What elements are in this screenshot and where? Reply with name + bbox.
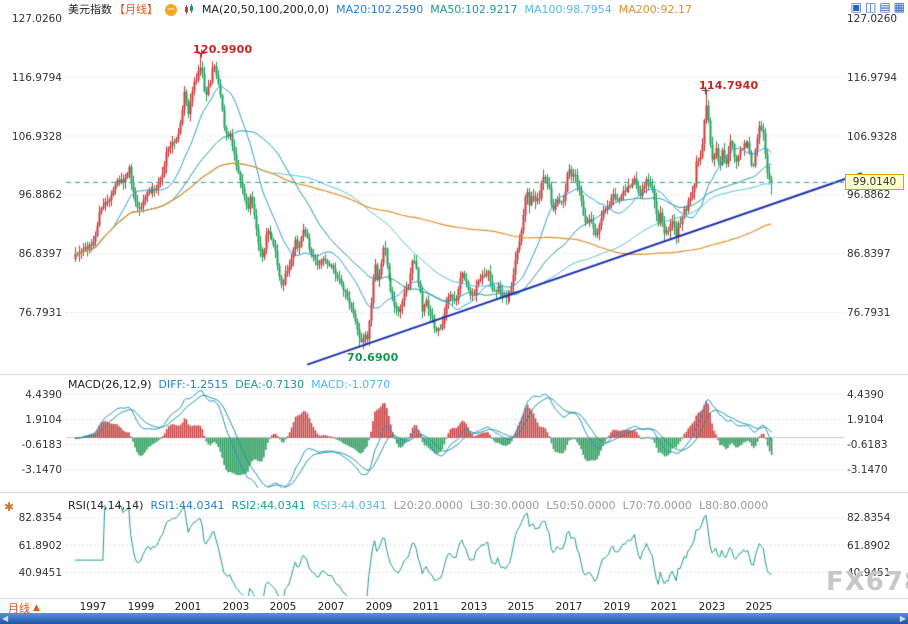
- y-axis-label-right: 86.8397: [847, 248, 891, 260]
- fx678-watermark: FX678: [826, 567, 908, 597]
- period-selector[interactable]: 月线 ▲: [8, 600, 40, 616]
- y-axis-label-right: 127.0260: [847, 13, 898, 25]
- y-axis-label-right: 106.9328: [847, 131, 898, 143]
- rsi-level-70: L70:70.0000: [622, 499, 692, 512]
- horizontal-scrollbar[interactable]: ◀ ▶: [0, 613, 908, 624]
- ma200-value: MA200:92.17: [618, 3, 692, 16]
- rsi3-value: RSI3:44.0341: [312, 499, 387, 512]
- x-axis-year: 2011: [412, 601, 440, 613]
- y-axis-label-left: 106.9328: [11, 131, 62, 143]
- layout-dual-icon[interactable]: ◫: [864, 0, 877, 14]
- x-axis-year: 1997: [79, 601, 107, 613]
- macd-y-label-right: -0.6183: [847, 439, 888, 451]
- macd-y-label-right: 1.9104: [847, 414, 884, 426]
- period-tag: 【月线】: [114, 3, 158, 16]
- x-axis-year: 2007: [317, 601, 345, 613]
- y-axis-label-left: 127.0260: [11, 13, 62, 25]
- recent-peak-annotation: 114.7940: [699, 79, 759, 92]
- rsi-y-label-left: 61.8902: [18, 540, 62, 552]
- macd-y-label-left: 4.4390: [25, 389, 62, 401]
- macd-bar-value: MACD:-1.0770: [311, 378, 391, 391]
- last-price-badge: 99.0140: [845, 174, 904, 190]
- x-axis-year: 2025: [745, 601, 773, 613]
- candlestick-mini-icon[interactable]: [184, 4, 195, 15]
- rsi-header: RSI(14,14,14) RSI1:44.0341 RSI2:44.0341 …: [68, 499, 768, 512]
- y-axis-label-left: 76.7931: [18, 307, 62, 319]
- layout-triple-icon[interactable]: ▤: [879, 0, 891, 14]
- x-axis-year: 2003: [222, 601, 250, 613]
- peak-price-annotation: 120.9900: [193, 43, 253, 56]
- trough-price-annotation: 70.6900: [347, 351, 399, 364]
- rsi-level-20: L20:20.0000: [393, 499, 463, 512]
- layout-single-icon[interactable]: ▣: [850, 0, 862, 14]
- macd-y-label-right: -3.1470: [847, 464, 888, 476]
- rsi-level-80: L80:80.0000: [698, 499, 769, 512]
- scrollbar-right-arrow-icon[interactable]: ▶: [899, 614, 906, 623]
- symbol-name: 美元指数: [68, 3, 112, 16]
- x-axis-year: 2023: [698, 601, 726, 613]
- y-axis-label-left: 116.9794: [11, 72, 62, 84]
- rsi-level-50: L50:50.0000: [546, 499, 616, 512]
- rsi-y-label-left: 40.9451: [18, 567, 62, 579]
- ma50-value: MA50:102.9217: [430, 3, 518, 16]
- macd-y-label-left: 1.9104: [25, 414, 62, 426]
- rsi-level-30: L30:30.0000: [469, 499, 540, 512]
- x-axis-year: 2017: [555, 601, 583, 613]
- main-chart-header: 美元指数 【月线】 − MA(20,50,100,200,0,0) MA20:10…: [68, 3, 692, 16]
- x-axis-year: 1999: [127, 601, 155, 613]
- x-axis-year: 2019: [603, 601, 631, 613]
- ma-settings-label: MA(20,50,100,200,0,0): [202, 3, 330, 16]
- x-axis-year: 2013: [460, 601, 488, 613]
- period-selector-label: 月线: [8, 602, 30, 615]
- x-axis-year: 2009: [365, 601, 393, 613]
- x-axis-year: 2015: [507, 601, 535, 613]
- rsi-y-label-right: 40.9451: [847, 567, 891, 579]
- chart-layout-toolbar: ▣ ◫ ▤ ▦: [851, 1, 905, 14]
- x-axis-year: 2021: [650, 601, 678, 613]
- macd-header: MACD(26,12,9) DIFF:-1.2515 DEA:-0.7130 M…: [68, 378, 390, 391]
- macd-dea-value: DEA:-0.7130: [235, 378, 305, 391]
- ma20-value: MA20:102.2590: [336, 3, 424, 16]
- x-axis-year: 2005: [269, 601, 297, 613]
- scrollbar-left-arrow-icon[interactable]: ◀: [2, 614, 9, 623]
- rsi-y-label-left: 82.8354: [18, 512, 62, 524]
- dropdown-arrow-icon: ▲: [33, 603, 40, 613]
- y-axis-label-right: 116.9794: [847, 72, 898, 84]
- rsi-y-label-right: 82.8354: [847, 512, 891, 524]
- rsi-title: RSI(14,14,14): [68, 499, 144, 512]
- rsi-y-label-right: 61.8902: [847, 540, 891, 552]
- macd-diff-value: DIFF:-1.2515: [158, 378, 229, 391]
- macd-y-label-left: -3.1470: [21, 464, 62, 476]
- y-axis-label-right: 76.7931: [847, 307, 891, 319]
- macd-title: MACD(26,12,9): [68, 378, 152, 391]
- ma100-value: MA100:98.7954: [524, 3, 612, 16]
- y-axis-label-right: 96.8862: [847, 189, 891, 201]
- macd-y-label-left: -0.6183: [21, 439, 62, 451]
- x-axis-year: 2001: [174, 601, 202, 613]
- macd-y-label-right: 4.4390: [847, 389, 884, 401]
- y-axis-label-left: 86.8397: [18, 248, 62, 260]
- rsi2-value: RSI2:44.0341: [231, 499, 306, 512]
- collapse-circle-icon[interactable]: −: [165, 3, 177, 16]
- y-axis-label-left: 96.8862: [18, 189, 62, 201]
- rsi1-value: RSI1:44.0341: [150, 499, 225, 512]
- indicator-settings-icon[interactable]: ✱: [4, 500, 15, 514]
- layout-quad-icon[interactable]: ▦: [893, 0, 905, 14]
